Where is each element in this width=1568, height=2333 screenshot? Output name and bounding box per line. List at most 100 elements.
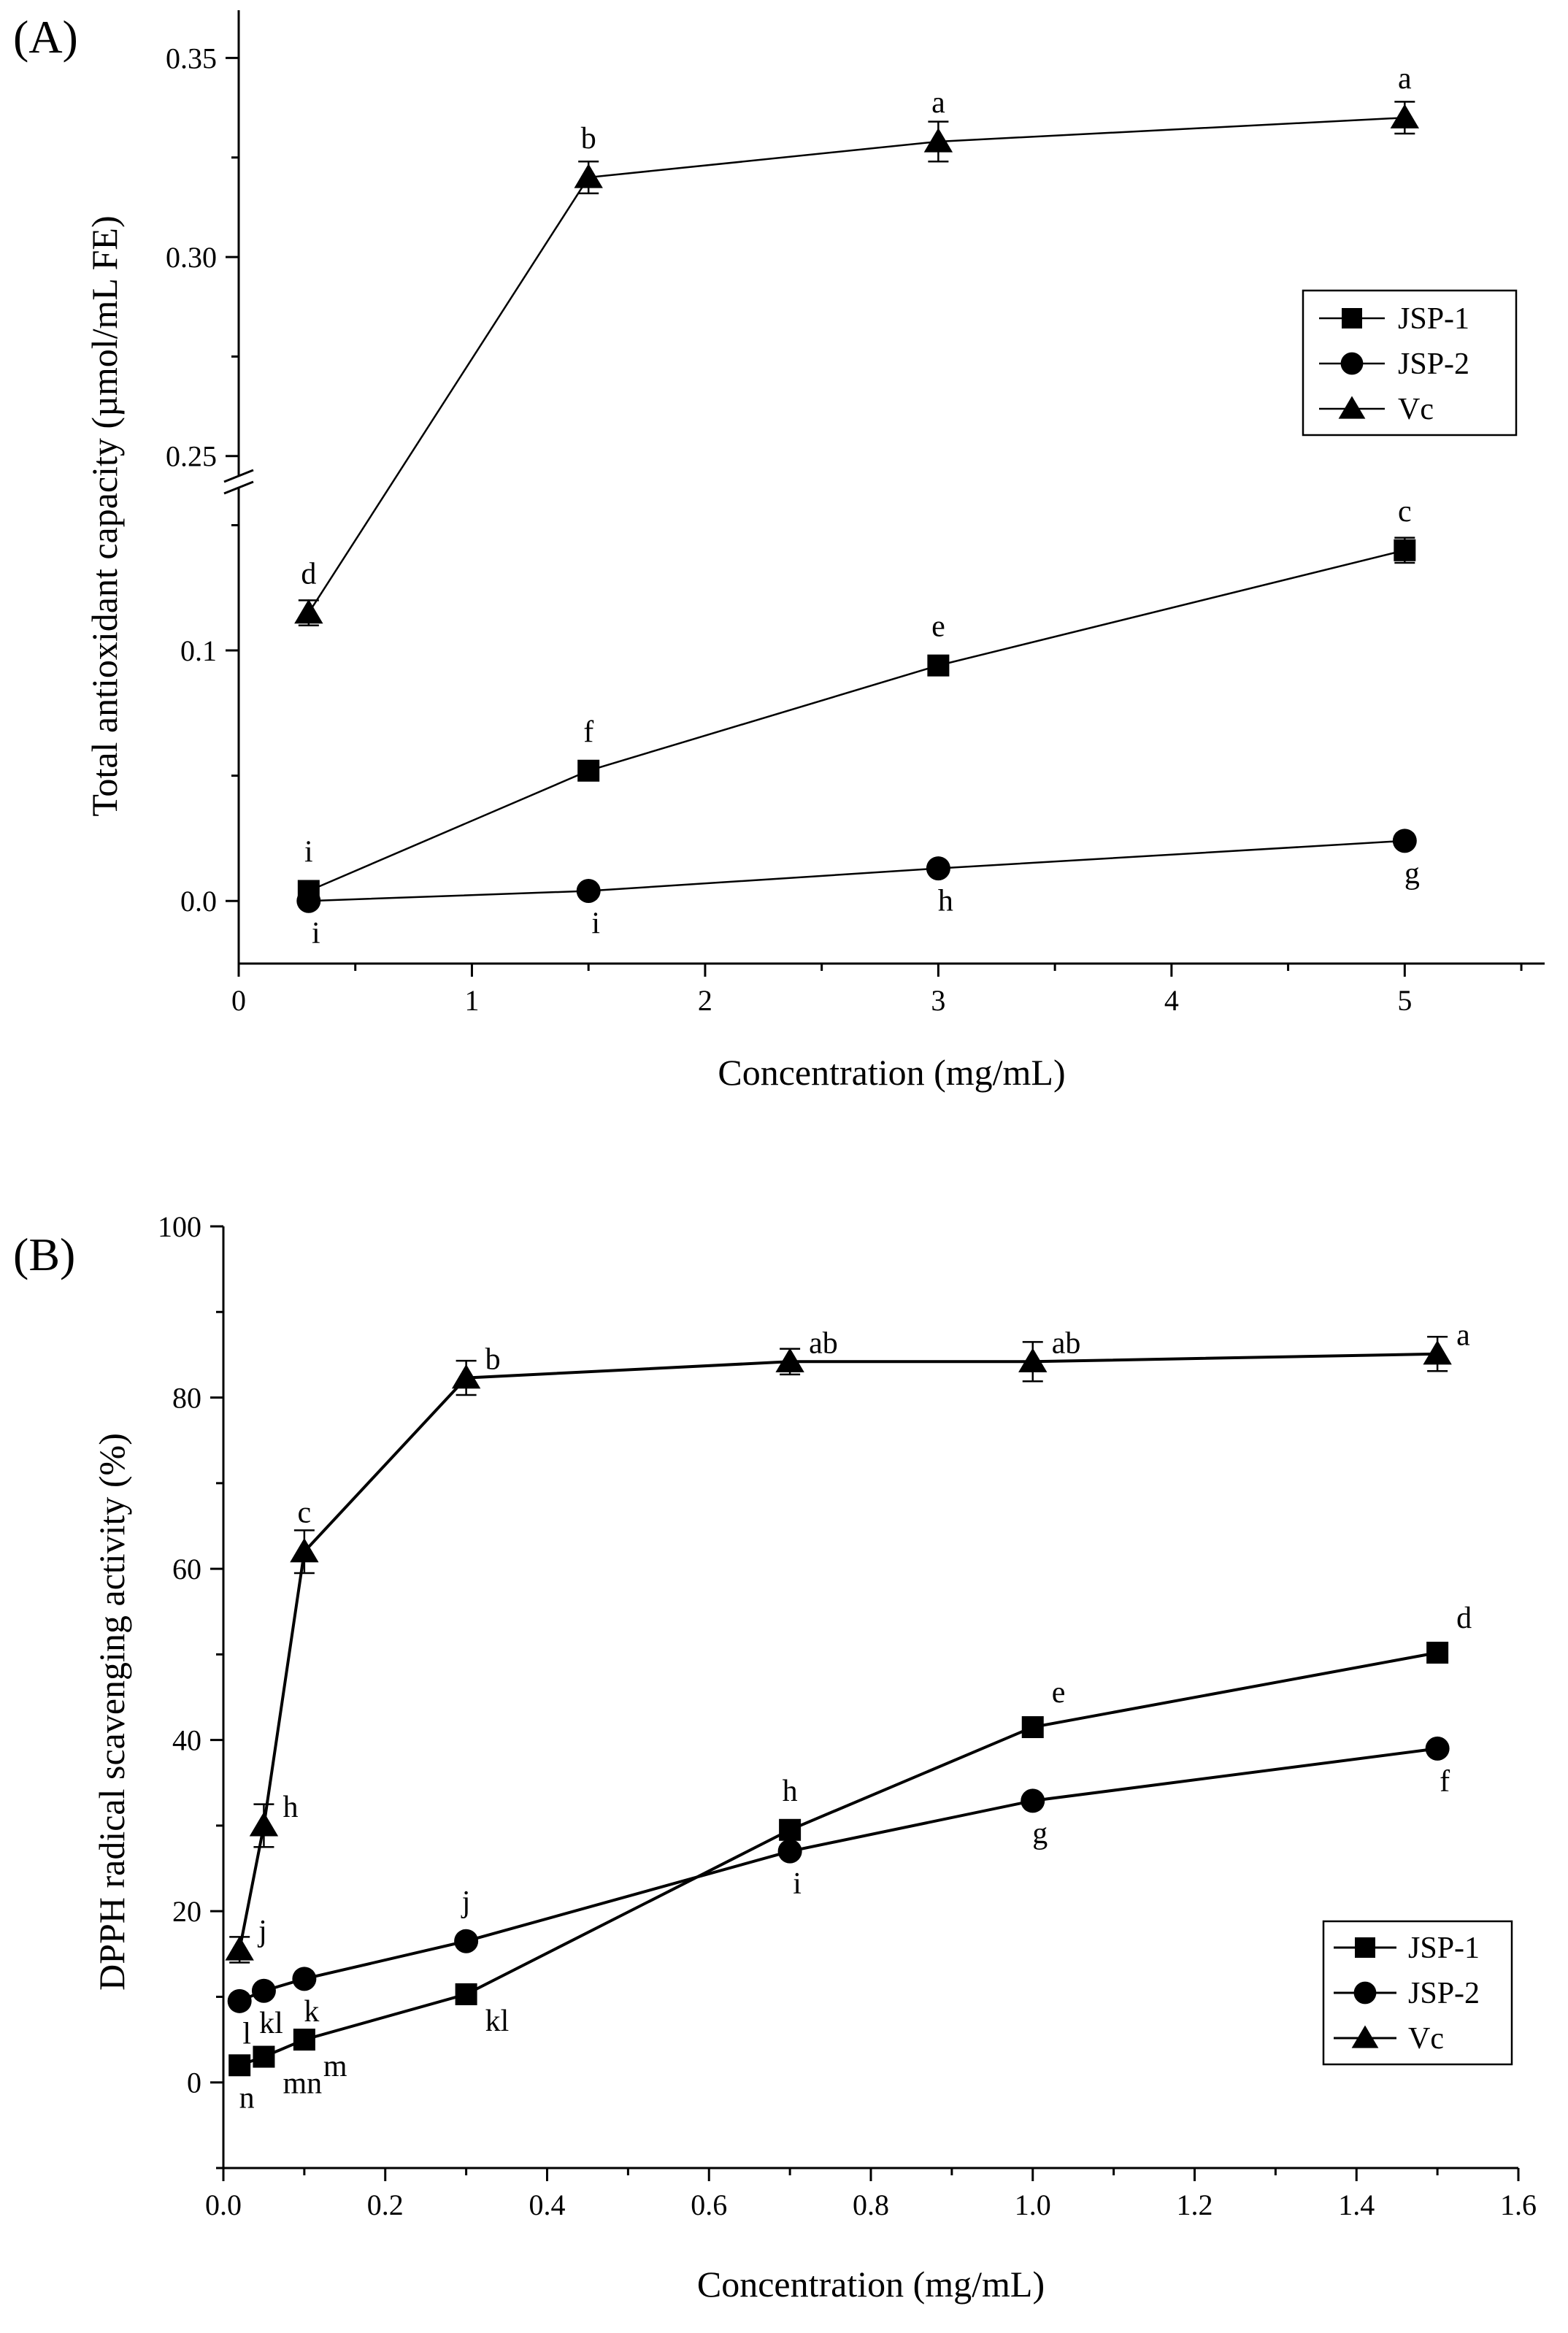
panel-a-point-jsp-2 (1392, 829, 1417, 853)
panel-a-line-jsp-2 (308, 839, 1405, 902)
panel-b-y-tick-label: 80 (172, 1382, 201, 1415)
panel-a-point-jsp-2 (576, 878, 601, 903)
panel-b-x-tick-label: 1.2 (1177, 2188, 1213, 2221)
panel-a-legend-marker-jsp-2 (1340, 352, 1364, 375)
panel-a-point-jsp-2 (926, 856, 950, 881)
panel-b-significance-label: l (242, 2017, 251, 2050)
panel-b-significance-label: h (783, 1775, 798, 1808)
panel-b-x-tick-label: 0.8 (853, 2188, 889, 2221)
panel-b-legend: JSP-1 JSP-2 Vc (1322, 1920, 1513, 2066)
panel-b-x-tick-label: 1.4 (1338, 2188, 1375, 2221)
panel-b-y-axis-title: DPPH radical scavenging activity (%) (91, 1433, 132, 1991)
panel-b-point-vc (1423, 1340, 1452, 1365)
panel-b-point-jsp-2 (777, 1839, 802, 1864)
panel-b-label: (B) (13, 1229, 75, 1280)
panel-a-significance-label: i (312, 917, 320, 950)
panel-a-legend: JSP-1 JSP-2 Vc (1302, 289, 1518, 437)
panel-b-significance-label: ab (809, 1326, 838, 1360)
panel-b-line-jsp-1 (239, 1651, 1438, 2067)
panel-b-point-jsp-1 (228, 2054, 251, 2077)
panel-b-legend-entry-jsp-1: JSP-1 (1408, 1932, 1480, 1965)
panel-a-legend-marker-jsp-1 (1342, 308, 1362, 328)
panel-b-legend-entry-vc: Vc (1408, 2022, 1444, 2056)
panel-b-point-jsp-1 (779, 1818, 802, 1841)
panel-b-significance-label: m (323, 2050, 347, 2083)
panel-a-series-vc: d b a a (294, 62, 1420, 626)
panel-b-point-vc (775, 1348, 804, 1372)
panel-b-x-tick-label: 0.0 (205, 2188, 242, 2221)
panel-b-point-jsp-1 (455, 1983, 477, 2005)
panel-a-legend-marker-vc (1338, 396, 1366, 419)
panel-a-point-jsp-1 (1394, 539, 1416, 561)
panel-b-significance-label: f (1440, 1764, 1450, 1798)
panel-b-point-jsp-2 (1021, 1788, 1045, 1813)
panel-b-point-jsp-1 (1021, 1716, 1044, 1739)
panel-a-x-tick-label: 5 (1397, 984, 1412, 1017)
panel-a-x-tick-label: 1 (464, 984, 479, 1017)
panel-b-significance-label: g (1032, 1817, 1048, 1850)
panel-a-significance-label: b (581, 122, 596, 155)
panel-b-significance-label: j (461, 1886, 471, 1919)
panel-b-x-axis-title: Concentration (mg/mL) (697, 2264, 1045, 2305)
panel-b-point-jsp-2 (1425, 1736, 1450, 1761)
panel-a-significance-label: g (1404, 857, 1420, 891)
panel-b-significance-label: a (1456, 1319, 1470, 1353)
panel-b-y-tick-label: 100 (158, 1210, 201, 1243)
panel-b-point-jsp-2 (292, 1967, 317, 1991)
panel-a-y-tick-label: 0.0 (180, 885, 217, 918)
panel-b-point-vc (1018, 1348, 1048, 1372)
panel-a-point-vc (1390, 104, 1420, 128)
panel-a-y-tick-label: 0.35 (166, 42, 217, 74)
panel-b-point-vc (451, 1364, 481, 1389)
panel-b-line-vc (238, 1352, 1438, 1950)
panel-a-point-vc (294, 599, 323, 624)
panel-b-significance-label: k (304, 1995, 319, 2029)
panel-b-x-tick-label: 1.0 (1015, 2188, 1051, 2221)
panel-b-significance-label: h (283, 1791, 298, 1824)
panel-a-line-vc (307, 116, 1405, 614)
panel-a-legend-entry-vc: Vc (1398, 393, 1434, 426)
panel-a-label: (A) (13, 11, 78, 63)
panel-a-legend-entry-jsp-2: JSP-2 (1398, 347, 1469, 381)
panel-b-significance-label: d (1456, 1602, 1472, 1635)
panel-a-axis-break-mark (223, 480, 254, 495)
panel-a-point-jsp-1 (577, 759, 600, 782)
panel-b-point-vc (225, 1936, 254, 1961)
panel-a-line-jsp-1 (308, 549, 1405, 892)
panel-b-legend-marker-jsp-1 (1355, 1937, 1375, 1958)
panel-a-y-tick-label: 0.25 (166, 440, 217, 473)
panel-b-significance-label: kl (485, 2005, 510, 2038)
panel-a-y-axis-title: Total antioxidant capacity (µmol/mL FE) (84, 215, 125, 816)
panel-a-series-jsp-2: i i h g (296, 829, 1420, 950)
panel-b-point-jsp-1 (293, 2029, 315, 2051)
panel-a-point-jsp-2 (296, 888, 321, 913)
panel-b-significance-label: mn (283, 2067, 322, 2101)
panel-b-significance-label: ab (1052, 1326, 1081, 1360)
panel-b-point-jsp-2 (251, 1978, 276, 2003)
panel-b-point-vc (249, 1812, 279, 1837)
panel-a-significance-label: e (931, 610, 945, 644)
panel-a-x-tick-label: 3 (931, 984, 945, 1017)
panel-a-point-vc (574, 164, 603, 188)
panel-b-significance-label: kl (259, 2007, 283, 2040)
panel-b-significance-label: i (793, 1867, 802, 1901)
panel-b-point-jsp-2 (227, 1988, 252, 2013)
panel-b-significance-label: j (257, 1915, 267, 1948)
panel-b-point-jsp-1 (1426, 1642, 1449, 1664)
panel-a-x-axis-title: Concentration (mg/mL) (718, 1052, 1065, 1093)
panel-b-point-jsp-2 (454, 1929, 479, 1953)
panel-b-significance-label: c (298, 1496, 312, 1530)
panel-b-series-vc: j h c b ab ab a (225, 1319, 1470, 1964)
panel-a-axis-break-mark (223, 469, 254, 483)
panel-b-line-jsp-2 (239, 1747, 1438, 2003)
panel-b-y-tick-label: 20 (172, 1895, 201, 1928)
panel-b-significance-label: n (239, 2081, 255, 2115)
panel-a-significance-label: c (1398, 495, 1412, 529)
panel-a-x-tick-label: 0 (231, 984, 246, 1017)
panel-a-y-tick-label: 0.1 (180, 634, 217, 667)
panel-a-significance-label: i (304, 835, 313, 869)
panel-a-significance-label: f (583, 715, 593, 749)
panel-a-x-tick-label: 4 (1164, 984, 1179, 1017)
panel-a-significance-label: i (591, 907, 600, 940)
